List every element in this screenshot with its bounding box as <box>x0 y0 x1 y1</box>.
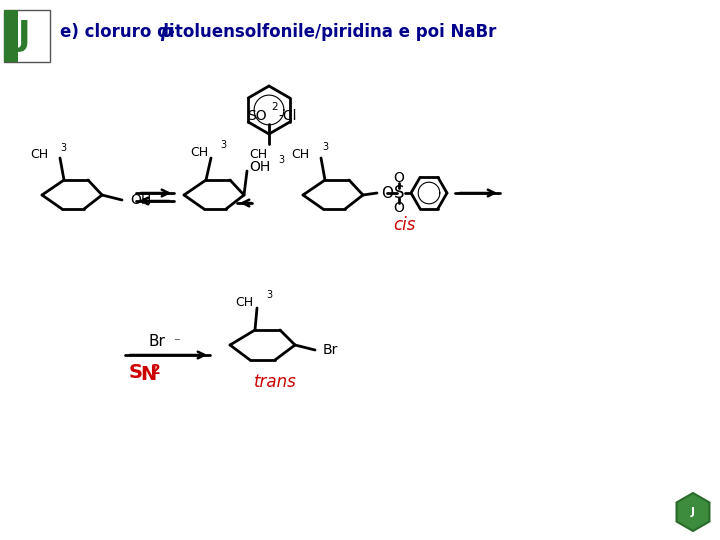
Text: Br: Br <box>323 343 338 357</box>
Text: J: J <box>18 19 30 52</box>
Text: 3: 3 <box>322 142 328 152</box>
Text: OH: OH <box>249 160 270 174</box>
Text: S: S <box>394 184 404 202</box>
Text: 2: 2 <box>271 102 278 112</box>
Text: CH: CH <box>249 147 267 160</box>
Text: e) cloruro di: e) cloruro di <box>60 23 181 41</box>
Text: CH: CH <box>291 147 309 160</box>
Text: Br: Br <box>148 334 166 348</box>
Text: 3: 3 <box>278 155 284 165</box>
Text: CH: CH <box>30 147 48 160</box>
Text: CH: CH <box>235 296 253 309</box>
Text: N: N <box>140 366 156 384</box>
Bar <box>4 10 18 62</box>
Text: trans: trans <box>253 373 297 391</box>
Text: -Cl: -Cl <box>278 109 297 123</box>
Text: p: p <box>160 23 172 41</box>
Text: SO: SO <box>248 109 267 123</box>
Text: O: O <box>394 171 405 185</box>
Text: 2: 2 <box>151 363 161 377</box>
Text: 3: 3 <box>266 290 272 300</box>
Text: OH: OH <box>130 193 151 207</box>
Text: cis: cis <box>393 216 415 234</box>
Text: O: O <box>381 186 393 200</box>
Text: CH: CH <box>190 145 208 159</box>
Polygon shape <box>677 493 709 531</box>
Text: J: J <box>691 507 695 517</box>
Text: ⁻: ⁻ <box>173 336 179 349</box>
Text: 3: 3 <box>60 143 66 153</box>
Text: 3: 3 <box>220 140 226 150</box>
FancyBboxPatch shape <box>4 10 50 62</box>
Text: S: S <box>129 363 143 382</box>
Text: -toluensolfonile/piridina e poi NaBr: -toluensolfonile/piridina e poi NaBr <box>168 23 496 41</box>
Text: O: O <box>394 201 405 215</box>
